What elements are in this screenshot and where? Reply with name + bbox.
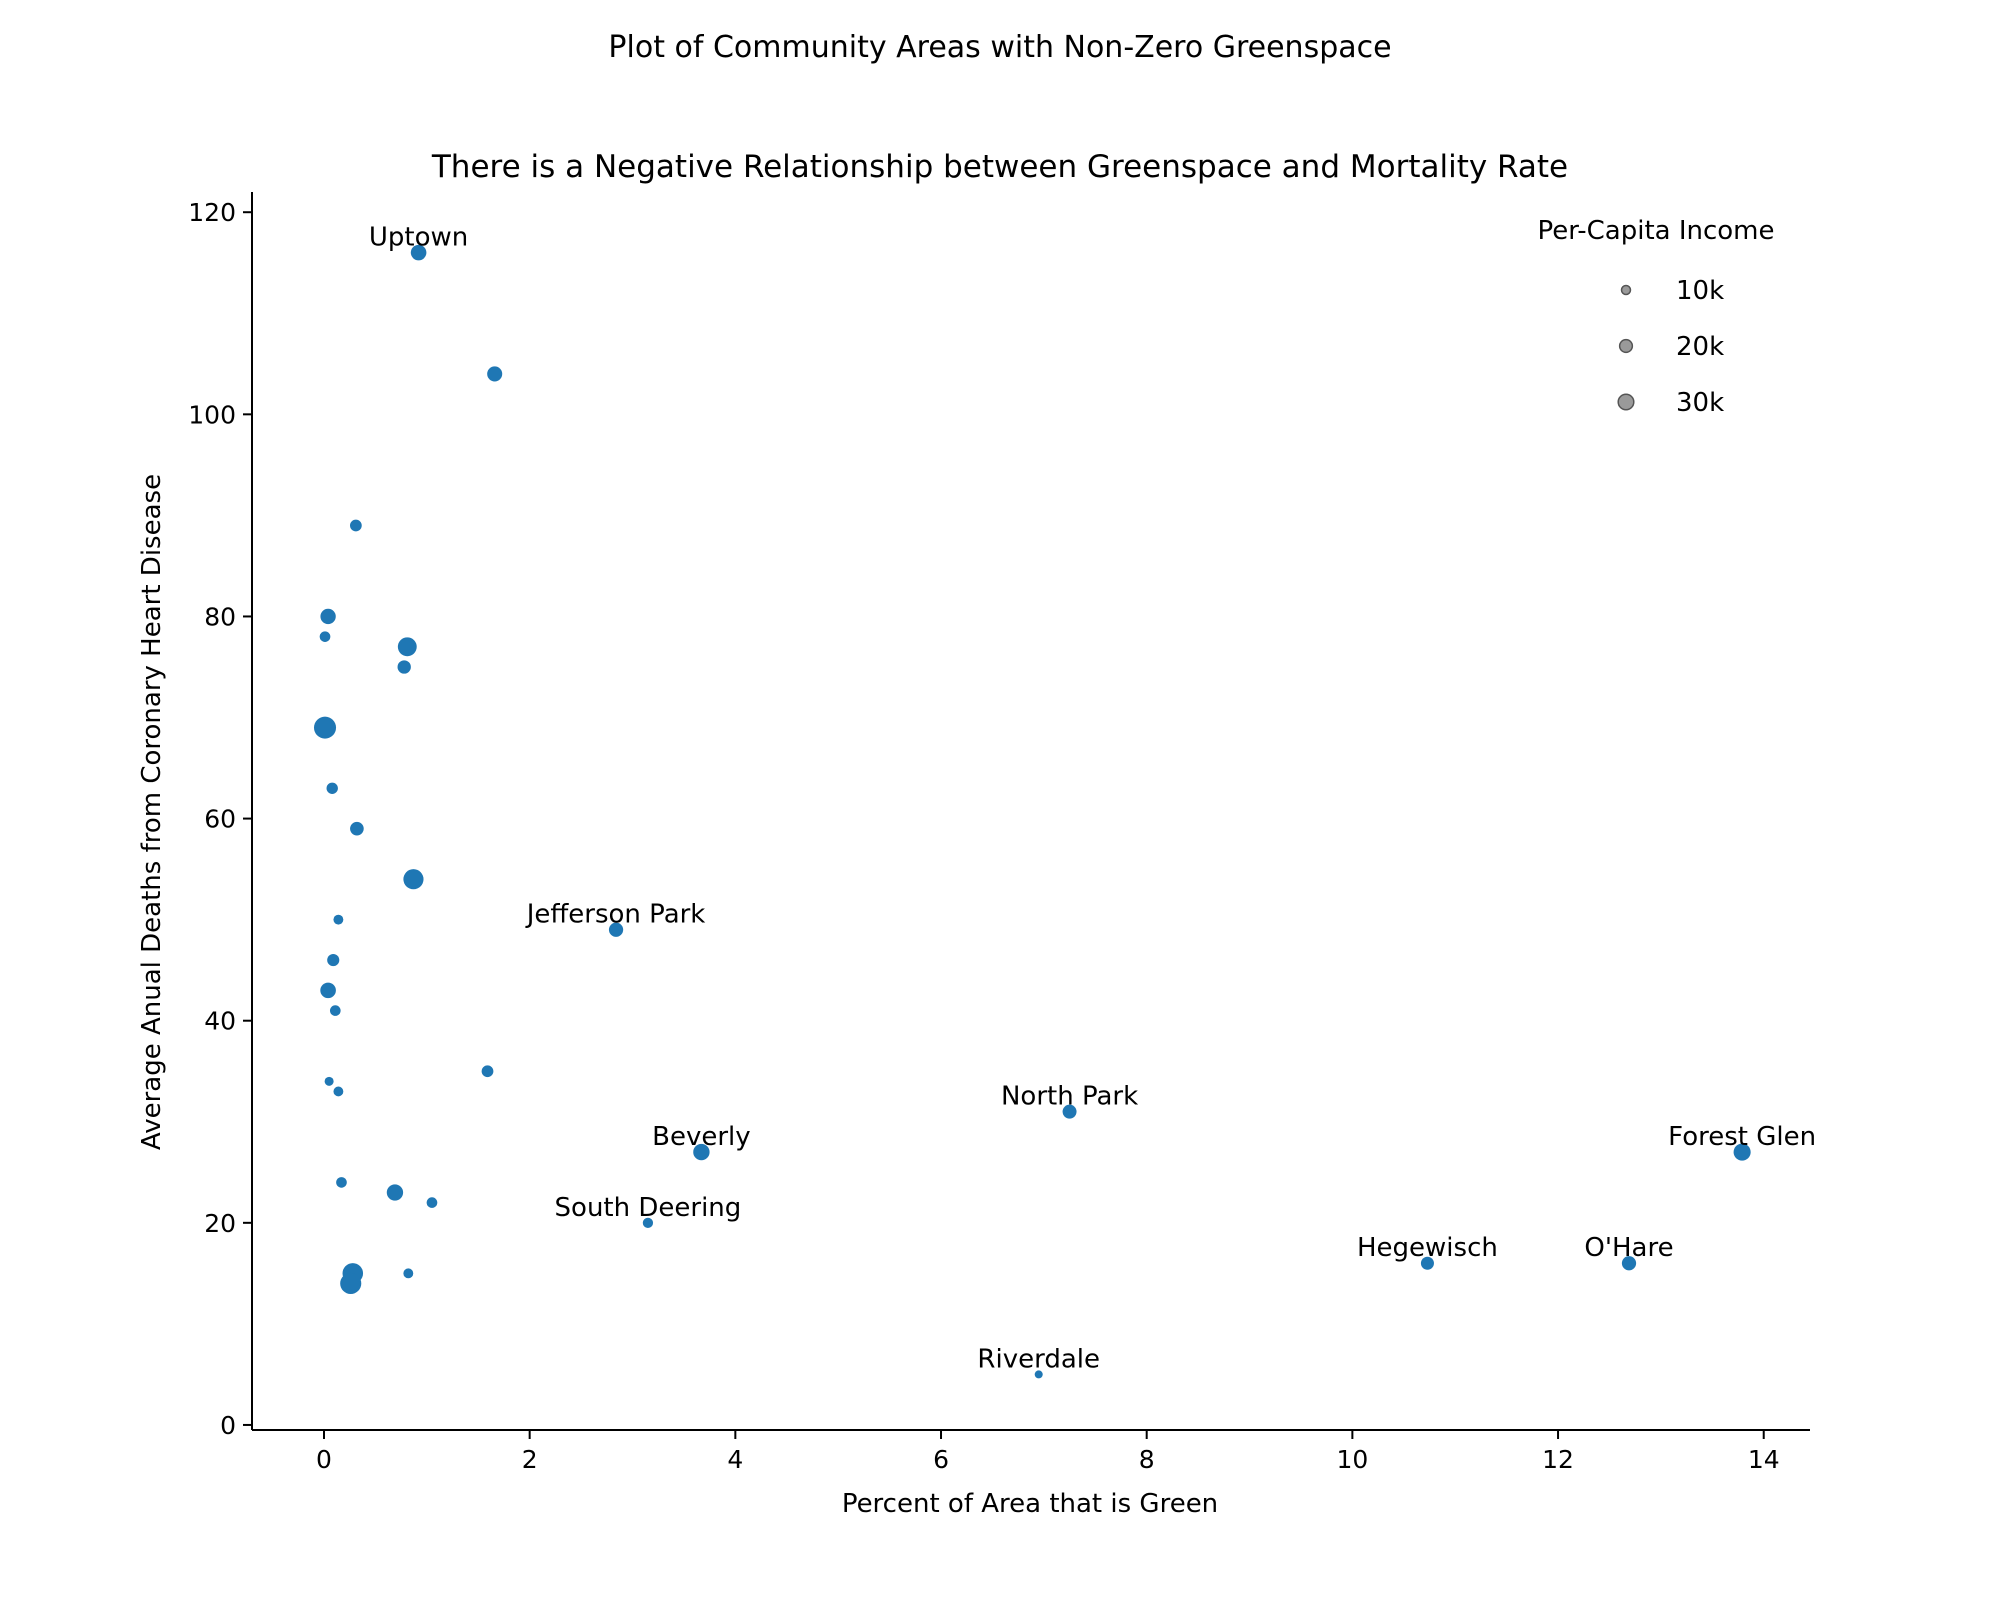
- x-tick-label: 12: [1542, 1445, 1574, 1474]
- legend-label: 20k: [1676, 332, 1724, 362]
- point-annotation: Hegewisch: [1357, 1233, 1498, 1263]
- data-point: [324, 1076, 334, 1086]
- data-point: [333, 914, 344, 925]
- data-point: [333, 1086, 344, 1097]
- y-axis-ticks: 0 20 40 60 80 100 120: [188, 198, 252, 1440]
- x-tick-label: 14: [1748, 1445, 1780, 1474]
- point-annotation: Jefferson Park: [525, 900, 706, 930]
- data-point: [693, 1143, 710, 1161]
- y-tick-label: 0: [220, 1411, 236, 1440]
- y-tick-label: 120: [188, 198, 236, 227]
- data-point: [1420, 1256, 1434, 1270]
- point-annotation: O'Hare: [1584, 1233, 1673, 1263]
- data-point: [487, 366, 503, 382]
- data-point: [336, 1177, 347, 1188]
- y-tick-label: 40: [204, 1007, 236, 1036]
- data-point: [320, 608, 336, 625]
- point-annotations: Uptown Jefferson Park North Park Beverly For…: [369, 223, 1816, 1375]
- data-point: [329, 1005, 341, 1016]
- y-axis-label: Average Anual Deaths from Coronary Heart…: [137, 474, 167, 1150]
- data-point: [340, 1272, 362, 1295]
- y-tick-label: 80: [204, 602, 236, 631]
- data-point: [642, 1217, 654, 1228]
- x-tick-label: 10: [1336, 1445, 1368, 1474]
- data-point: [397, 660, 411, 674]
- y-tick-label: 20: [204, 1209, 236, 1238]
- data-point: [1034, 1370, 1043, 1379]
- x-tick-label: 4: [727, 1445, 743, 1474]
- point-annotation: North Park: [1001, 1082, 1138, 1112]
- data-point: [349, 519, 362, 532]
- x-tick-label: 6: [933, 1445, 949, 1474]
- y-tick-label: 60: [204, 805, 236, 834]
- legend-label: 10k: [1676, 276, 1724, 306]
- point-annotation: Uptown: [369, 223, 468, 253]
- data-point: [426, 1197, 438, 1208]
- data-point: [326, 782, 338, 794]
- chart-suptitle: Plot of Community Areas with Non-Zero Gr…: [608, 30, 1391, 65]
- data-point: [1621, 1256, 1637, 1271]
- data-point: [397, 637, 417, 657]
- legend-entries: 10k 20k 30k: [1617, 276, 1724, 418]
- x-tick-label: 0: [316, 1445, 332, 1474]
- legend-title: Per-Capita Income: [1537, 216, 1774, 246]
- data-point: [319, 631, 331, 642]
- x-axis-ticks: 0 2 4 6 8 10 12 14: [316, 1430, 1780, 1474]
- data-point: [313, 716, 337, 739]
- data-point: [1733, 1143, 1751, 1161]
- legend-marker: [1620, 284, 1632, 296]
- legend-marker: [1618, 338, 1634, 354]
- data-point: [350, 821, 364, 836]
- point-annotation: Riverdale: [977, 1344, 1100, 1374]
- data-point: [608, 922, 624, 937]
- data-point: [410, 244, 427, 261]
- scatter-points: [313, 244, 1751, 1379]
- data-point: [403, 1268, 414, 1279]
- y-tick-label: 100: [188, 400, 236, 429]
- x-tick-label: 8: [1139, 1445, 1155, 1474]
- data-point: [386, 1184, 404, 1201]
- legend-label: 30k: [1676, 388, 1724, 418]
- point-annotation: Forest Glen: [1668, 1122, 1816, 1152]
- data-point: [327, 954, 340, 967]
- data-point: [1062, 1104, 1077, 1119]
- x-axis-label: Percent of Area that is Green: [842, 1489, 1218, 1519]
- data-point: [403, 869, 424, 890]
- data-point: [320, 982, 336, 999]
- point-annotation: South Deering: [555, 1193, 742, 1223]
- point-annotation: Beverly: [652, 1122, 751, 1152]
- size-legend: Per-Capita Income 10k 20k 30k: [1537, 216, 1774, 418]
- x-tick-label: 2: [522, 1445, 538, 1474]
- data-point: [481, 1065, 494, 1078]
- chart-title: There is a Negative Relationship between…: [431, 149, 1568, 185]
- legend-marker: [1617, 393, 1635, 411]
